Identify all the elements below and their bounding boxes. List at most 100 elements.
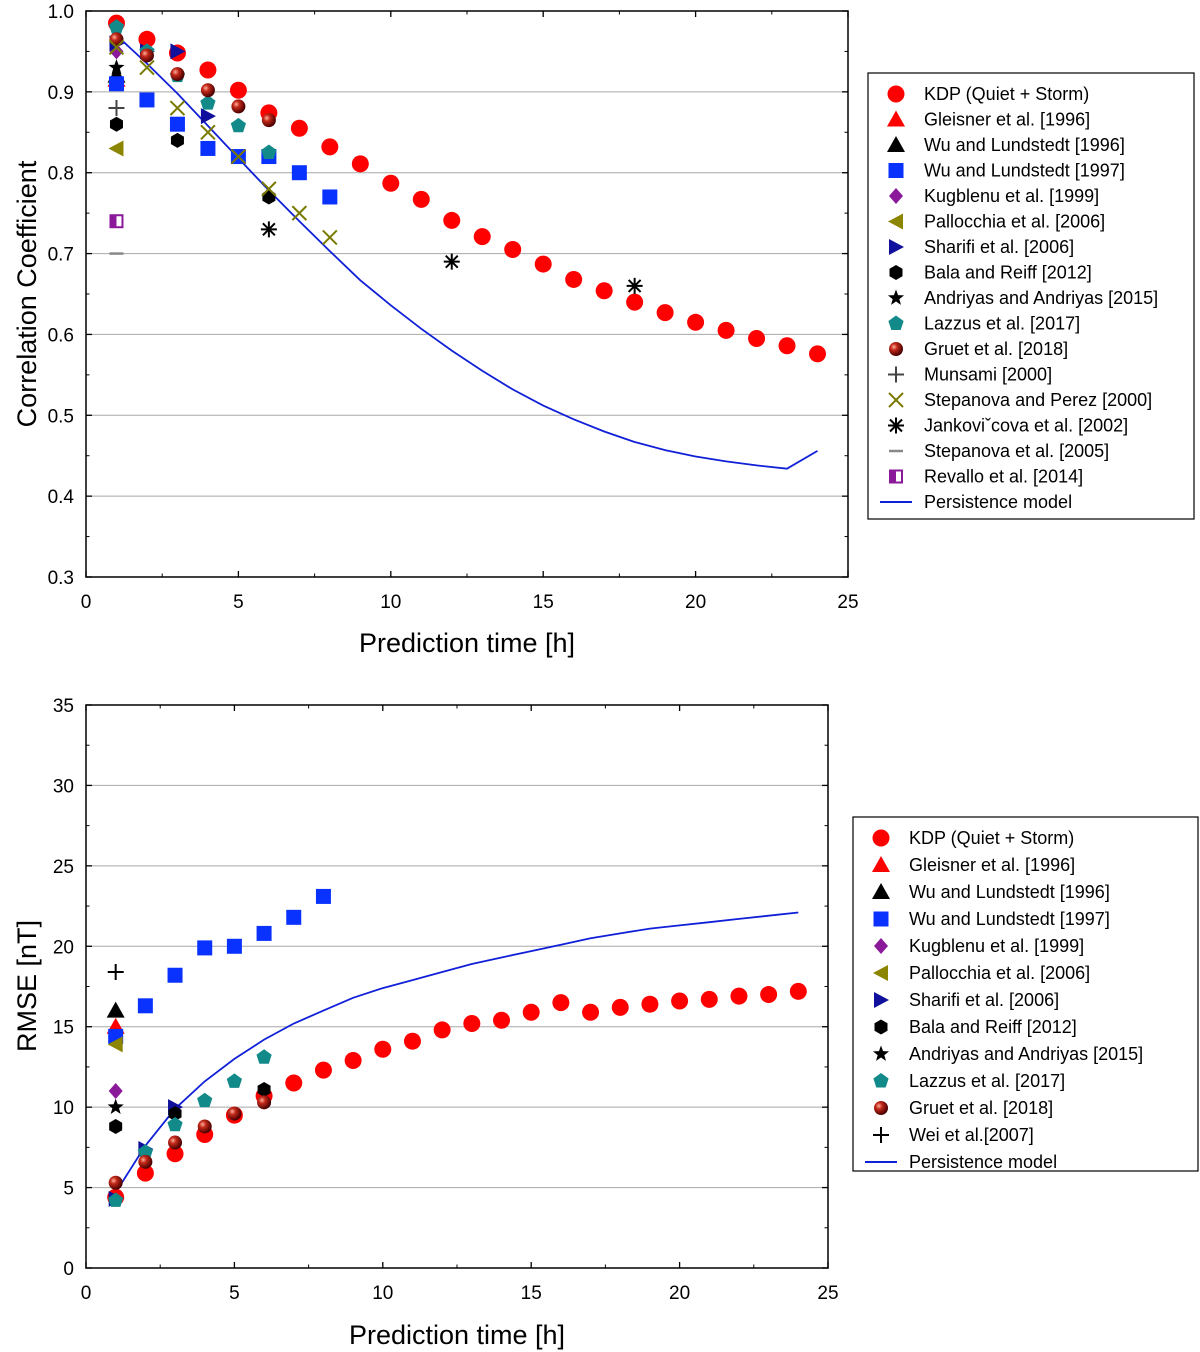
data-point	[106, 1001, 125, 1018]
y-tick-label: 0.5	[48, 406, 74, 427]
x-tick-label: 0	[81, 1283, 92, 1304]
data-point	[200, 124, 216, 140]
series-10	[109, 32, 276, 128]
series-10	[108, 1095, 272, 1190]
legend-label: Lazzus et al. [2017]	[909, 1071, 1065, 1091]
data-point	[137, 998, 153, 1014]
data-point	[168, 1106, 182, 1122]
legend-label: Munsami [2000]	[924, 365, 1052, 385]
data-point	[109, 116, 123, 132]
data-point	[200, 108, 216, 125]
legend-symbol	[872, 829, 890, 847]
data-point	[322, 229, 338, 246]
y-tick-label: 0.8	[48, 164, 74, 185]
y-tick-label: 20	[53, 937, 74, 958]
data-point	[108, 1192, 124, 1207]
data-point	[139, 92, 155, 108]
data-point	[641, 995, 659, 1013]
legend-symbol	[872, 1045, 890, 1061]
data-point	[231, 99, 246, 114]
legend-label: Persistence model	[924, 492, 1072, 512]
legend-symbol	[887, 136, 905, 152]
data-point	[200, 140, 216, 156]
data-point	[261, 113, 276, 128]
y-tick-label: 0.3	[48, 568, 74, 589]
data-point	[199, 61, 217, 79]
y-axis-title: RMSE [nT]	[12, 920, 42, 1052]
legend-label: Lazzus et al. [2017]	[924, 314, 1080, 334]
plot-frame	[85, 704, 829, 1269]
y-tick-label: 0.6	[48, 325, 74, 346]
legend-symbol	[889, 469, 903, 484]
series-persistence-line	[115, 34, 818, 470]
x-tick-label: 5	[233, 592, 244, 613]
series-7	[109, 116, 276, 205]
legend-label: Stepanova and Perez [2000]	[924, 390, 1152, 410]
legend-label: Bala and Reiff [2012]	[909, 1017, 1077, 1037]
series-11	[108, 100, 125, 117]
data-point	[168, 1135, 183, 1150]
data-point	[108, 76, 124, 92]
data-point	[109, 214, 124, 229]
data-point	[200, 95, 216, 110]
data-point	[256, 925, 272, 941]
legend-symbol	[874, 1019, 888, 1035]
data-point	[565, 270, 583, 288]
data-point	[748, 329, 766, 347]
legend-symbol	[872, 883, 890, 899]
data-point	[137, 1144, 153, 1159]
legend-symbol	[873, 1073, 889, 1088]
series-8	[108, 59, 125, 75]
y-tick-label: 0.7	[48, 245, 74, 266]
data-point	[443, 253, 460, 270]
legend-label: Gleisner et al. [1996]	[924, 110, 1090, 130]
data-point	[167, 1116, 183, 1132]
series-7	[109, 1081, 271, 1134]
data-point	[108, 39, 125, 56]
data-point	[108, 59, 125, 75]
x-tick-label: 0	[81, 592, 92, 613]
legend-label: Wu and Lundstedt [1997]	[909, 909, 1110, 929]
data-point	[108, 100, 125, 117]
data-point	[169, 100, 186, 116]
legend-label: Gleisner et al. [1996]	[909, 855, 1075, 875]
legend-label: Kugblenu et al. [1999]	[909, 936, 1084, 956]
data-point	[412, 190, 430, 208]
chart-1: 0.3 0.4 0.5 0.6 0.7 0.8 0.9 1.0 0 5 10 15 20 25 Predic…	[12, 2, 1195, 658]
data-point	[108, 1175, 123, 1190]
data-point	[463, 1014, 481, 1032]
x-tick-label: 5	[229, 1283, 240, 1304]
series-5	[108, 140, 124, 157]
y-tick-label: 0.9	[48, 83, 74, 104]
legend-label: Sharifi et al. [2006]	[909, 990, 1059, 1010]
legend: KDP (Quiet + Storm) Gleisner et al. [1996…	[867, 72, 1195, 520]
data-point	[403, 1032, 421, 1050]
legend-label: Wei et al.[2007]	[909, 1125, 1034, 1145]
data-point	[473, 228, 491, 246]
legend-label: Revallo et al. [2014]	[924, 467, 1083, 487]
data-point	[626, 277, 643, 294]
data-point	[107, 1036, 123, 1053]
series-8	[107, 1098, 124, 1115]
x-tick-label: 15	[533, 592, 554, 613]
data-point	[260, 221, 277, 238]
legend-symbol	[873, 965, 888, 981]
legend-label: Andriyas and Andriyas [2015]	[924, 288, 1158, 308]
series-11	[107, 964, 124, 981]
x-tick-label: 25	[837, 592, 858, 613]
data-point	[626, 293, 644, 311]
series-12	[108, 39, 338, 246]
legend-symbol	[889, 265, 903, 280]
data-point	[552, 994, 570, 1012]
data-point	[136, 1164, 154, 1182]
x-tick-label: 10	[372, 1283, 393, 1304]
data-point	[227, 1106, 242, 1121]
legend-symbol	[873, 1127, 889, 1143]
legend-symbol	[887, 110, 905, 127]
x-tick-label: 20	[685, 592, 706, 613]
y-tick-label: 25	[53, 857, 74, 878]
data-point	[170, 132, 184, 148]
data-point	[108, 1083, 123, 1100]
data-point	[256, 1049, 272, 1064]
data-point	[582, 1003, 600, 1021]
